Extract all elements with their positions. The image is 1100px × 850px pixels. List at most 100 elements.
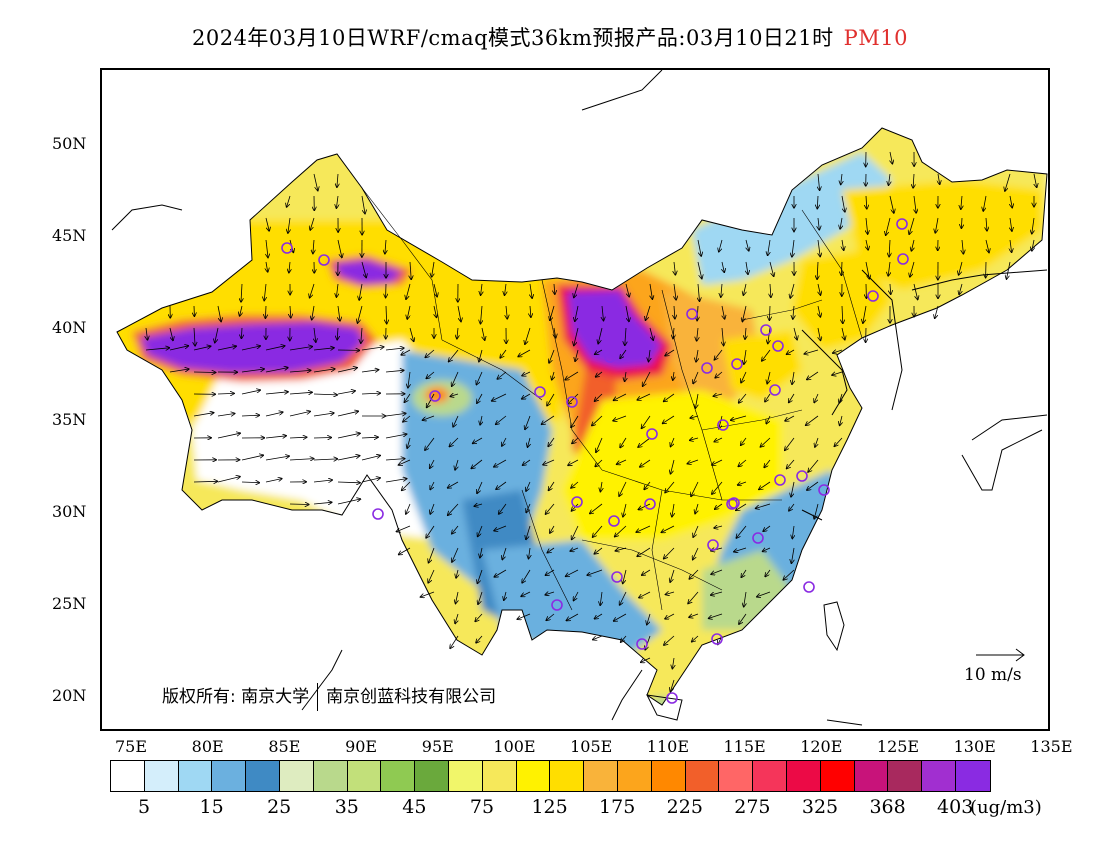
wind-arrow-icon: [478, 591, 483, 604]
wind-arrow-icon: [841, 173, 842, 185]
wind-arrow-icon: [715, 503, 723, 509]
wind-arrow-icon: [808, 459, 819, 472]
wind-arrow-icon: [475, 613, 483, 621]
wind-arrow-icon: [546, 503, 555, 514]
wind-arrow-icon: [193, 346, 211, 351]
wind-arrow-icon: [402, 481, 411, 490]
lon-tick-label: 75E: [114, 737, 148, 756]
wind-arrow-icon: [637, 393, 651, 400]
wind-arrow-icon: [385, 479, 407, 483]
wind-arrow-icon: [193, 413, 214, 417]
city-marker-icon: [760, 324, 772, 336]
wind-arrow-icon: [522, 371, 531, 376]
wind-arrow-icon: [289, 504, 309, 505]
colorbar-tick-label: 225: [666, 796, 703, 818]
wind-arrow-icon: [641, 657, 651, 662]
wind-arrow-icon: [448, 481, 459, 488]
wind-arrow-icon: [241, 415, 259, 416]
wind-arrow-icon: [452, 525, 459, 534]
copyright-org2: 南京创蓝科技有限公司: [326, 687, 497, 707]
wind-arrow-icon: [542, 415, 555, 424]
map-frame[interactable]: 版权所有: 南京大学 南京创蓝科技有限公司 10 m/s: [100, 68, 1050, 731]
wind-arrow-icon: [590, 503, 603, 514]
wind-arrow-icon: [361, 261, 366, 278]
wind-arrow-icon: [494, 459, 507, 467]
wind-arrow-icon: [1007, 261, 1011, 279]
wind-arrow-icon: [792, 239, 794, 257]
city-marker-icon: [867, 290, 879, 302]
colorbar-cell: [347, 761, 382, 791]
wind-arrow-icon: [714, 526, 723, 528]
wind-arrow-icon: [889, 195, 894, 213]
wind-arrow-icon: [406, 283, 411, 299]
wind-arrow-icon: [550, 305, 555, 320]
wind-arrow-icon: [480, 415, 482, 425]
wind-arrow-icon: [625, 327, 626, 345]
wind-arrow-icon: [693, 371, 699, 384]
wind-arrow-icon: [738, 482, 747, 485]
title-main: 2024年03月10日WRF/cmaq模式36km预报产品:03月10日21时: [191, 26, 834, 50]
wind-arrow-icon: [600, 591, 602, 605]
wind-arrow-icon: [574, 327, 579, 346]
wind-arrow-icon: [814, 393, 819, 403]
wind-arrow-icon: [935, 217, 939, 233]
wind-arrow-icon: [546, 613, 555, 620]
wind-arrow-icon: [425, 437, 435, 450]
wind-arrow-icon: [545, 592, 555, 595]
city-marker-icon: [752, 532, 764, 544]
wind-arrow-icon: [497, 371, 507, 379]
wind-arrow-icon: [764, 459, 771, 467]
wind-arrow-icon: [620, 437, 627, 448]
colorbar-tick-label: 45: [402, 796, 427, 818]
lon-tick-label: 135E: [1030, 737, 1073, 756]
wind-arrow-icon: [473, 437, 483, 443]
wind-arrow-icon: [789, 503, 795, 511]
wind-arrow-icon: [457, 327, 458, 339]
wind-arrow-icon: [241, 327, 242, 338]
city-marker-icon: [774, 474, 786, 486]
city-marker-icon: [686, 308, 698, 320]
wind-arrow-icon: [477, 393, 483, 403]
lat-tick-label: 40N: [52, 318, 87, 337]
wind-arrow-icon: [313, 438, 331, 439]
wind-arrow-icon: [741, 371, 747, 383]
wind-arrow-icon: [692, 635, 699, 642]
wind-arrow-icon: [432, 261, 434, 277]
wind-arrow-icon: [1010, 217, 1012, 231]
wind-arrow-icon: [767, 371, 770, 384]
wind-arrow-icon: [427, 393, 435, 408]
wind-arrow-icon: [455, 613, 458, 624]
wind-arrow-icon: [757, 591, 771, 597]
colorbar-cell: [854, 761, 889, 791]
wind-arrow-icon: [664, 547, 675, 559]
wind-arrow-icon: [433, 283, 437, 297]
wind-arrow-icon: [550, 525, 555, 533]
wind-arrow-icon: [791, 547, 794, 563]
wind-arrow-icon: [385, 348, 404, 350]
wind-arrow-icon: [671, 437, 675, 447]
wind-arrow-icon: [241, 346, 260, 351]
wind-arrow-icon: [671, 459, 675, 474]
wind-vectors: [146, 151, 1037, 692]
wind-arrow-icon: [313, 502, 332, 504]
wind-arrow-icon: [425, 349, 435, 357]
wind-arrow-icon: [407, 437, 410, 448]
wind-arrow-icon: [401, 349, 411, 355]
wind-arrow-icon: [169, 346, 188, 351]
colorbar-cell: [617, 761, 652, 791]
wind-arrow-icon: [361, 327, 362, 343]
wind-arrow-icon: [552, 371, 554, 380]
wind-arrow-icon: [502, 547, 507, 560]
city-marker-icon: [731, 358, 743, 370]
wind-arrow-icon: [650, 283, 652, 299]
wind-arrow-icon: [770, 283, 771, 297]
wind-arrow-icon: [693, 547, 699, 560]
city-marker-icon: [429, 390, 441, 402]
wind-arrow-icon: [385, 413, 406, 417]
wind-arrow-icon: [840, 415, 842, 425]
wind-arrow-icon: [639, 591, 651, 598]
city-marker-icon: [646, 428, 658, 440]
wind-arrow-icon: [526, 481, 531, 491]
wind-arrow-icon: [265, 479, 282, 483]
wind-arrow-icon: [763, 548, 771, 551]
